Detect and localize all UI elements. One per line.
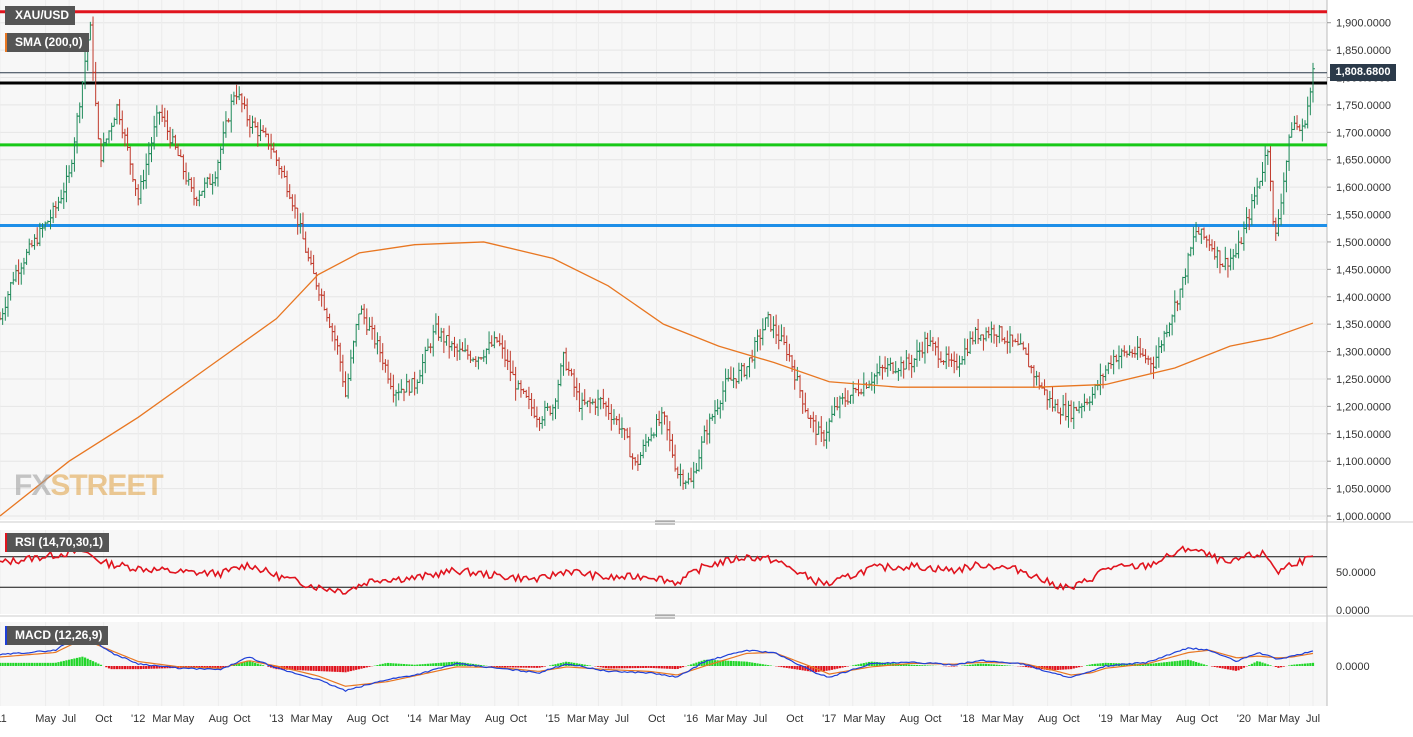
price-tick-label: 1,150.0000 [1336,429,1391,441]
time-tick-label: Mar [705,713,724,725]
time-tick-label: Oct [95,713,112,725]
time-tick-label: Mar [1258,713,1277,725]
time-tick-label: Aug [209,713,229,725]
time-tick-label: Aug [485,713,505,725]
panel-resize-grip-2[interactable] [655,614,675,619]
price-tick-label: 1,350.0000 [1336,319,1391,331]
time-tick-label: May [588,713,609,725]
price-tick-label: 1,000.0000 [1336,511,1391,523]
time-tick-label: May [1279,713,1300,725]
time-tick-label: Oct [648,713,665,725]
price-tick-label: 1,400.0000 [1336,292,1391,304]
price-tick-label: 1,500.0000 [1336,237,1391,249]
rsi-panel-bg [0,530,1327,614]
macd-layer: 0.0000 [0,631,1370,693]
macd-tick-label: 0.0000 [1336,661,1370,673]
time-tick-label: Mar [429,713,448,725]
fxstreet-watermark-logo: FXSTREET [14,469,164,502]
time-tick-label: Mar [567,713,586,725]
time-tick-label: May [864,713,885,725]
time-tick-label: '13 [269,713,283,725]
time-tick-label: Oct [924,713,941,725]
sma-200-line [0,241,1314,517]
macd-histogram [0,656,1315,673]
price-tick-label: 1,900.0000 [1336,18,1391,30]
time-tick-label: May [450,713,471,725]
time-tick-label: Oct [1063,713,1080,725]
time-tick-label: Oct [372,713,389,725]
last-price-badge: 1,808.6800 [1330,64,1396,81]
macd-signal-line [0,638,1314,687]
time-tick-label: Oct [233,713,250,725]
time-tick-label: Mar [152,713,171,725]
price-tick-label: 1,050.0000 [1336,484,1391,496]
time-tick-label: Oct [510,713,527,725]
time-tick-label: '17 [822,713,836,725]
symbol-label[interactable]: XAU/USD [5,6,76,25]
time-tick-label: May [1141,713,1162,725]
price-tick-label: 1,250.0000 [1336,374,1391,386]
price-tick-label: 1,700.0000 [1336,127,1391,139]
price-tick-label: 1,450.0000 [1336,264,1391,276]
time-axis: '11MayJulOct'12MarMayAugOct'13MarMayAugO… [0,713,1320,725]
time-tick-label: Mar [981,713,1000,725]
time-tick-label: '18 [960,713,974,725]
time-tick-label: '20 [1237,713,1251,725]
sma-layer [0,241,1314,517]
sma-legend[interactable]: SMA (200,0) [5,33,89,52]
time-tick-label: Oct [786,713,803,725]
time-tick-label: Aug [900,713,920,725]
rsi-tick-label: 0.0000 [1336,605,1370,617]
time-tick-label: May [726,713,747,725]
price-tick-label: 1,600.0000 [1336,182,1391,194]
time-tick-label: Mar [843,713,862,725]
time-tick-label: '15 [546,713,560,725]
time-tick-label: '16 [684,713,698,725]
panel-resize-grip-1[interactable] [655,520,675,525]
time-tick-label: Aug [1176,713,1196,725]
time-tick-label: Mar [1120,713,1139,725]
macd-line [0,631,1314,693]
candle-layer [0,16,1315,490]
rsi-layer: 50.0000 0.0000 [0,545,1376,617]
time-tick-label: Oct [1201,713,1218,725]
hline-layer [0,10,1327,228]
time-tick-label: Jul [1306,713,1320,725]
time-tick-label: Jul [753,713,767,725]
time-tick-label: '14 [407,713,421,725]
rsi-legend[interactable]: RSI (14,70,30,1) [5,533,110,552]
price-tick-label: 1,850.0000 [1336,45,1391,57]
time-tick-label: Jul [615,713,629,725]
time-tick-label: May [35,713,56,725]
time-tick-label: Aug [1038,713,1058,725]
time-tick-label: Jul [62,713,76,725]
macd-legend[interactable]: MACD (12,26,9) [5,626,109,645]
price-tick-label: 1,650.0000 [1336,155,1391,167]
price-bar [1311,62,1315,103]
grid-layer [0,0,1327,706]
time-tick-label: '19 [1099,713,1113,725]
rsi-line [0,545,1314,595]
price-tick-label: 1,750.0000 [1336,100,1391,112]
time-tick-label: May [1003,713,1024,725]
time-tick-label: May [312,713,333,725]
time-tick-label: Aug [347,713,367,725]
price-tick-label: 1,100.0000 [1336,456,1391,468]
price-tick-label: 1,550.0000 [1336,210,1391,222]
time-tick-label: May [173,713,194,725]
price-axis: 1,000.0000 1,050.0000 1,100.0000 1,150.0000… [1327,18,1391,523]
time-tick-label: '11 [0,713,7,725]
rsi-tick-label: 50.0000 [1336,567,1376,579]
price-tick-label: 1,300.0000 [1336,347,1391,359]
time-tick-label: Mar [290,713,309,725]
time-tick-label: '12 [131,713,145,725]
price-tick-label: 1,200.0000 [1336,401,1391,413]
